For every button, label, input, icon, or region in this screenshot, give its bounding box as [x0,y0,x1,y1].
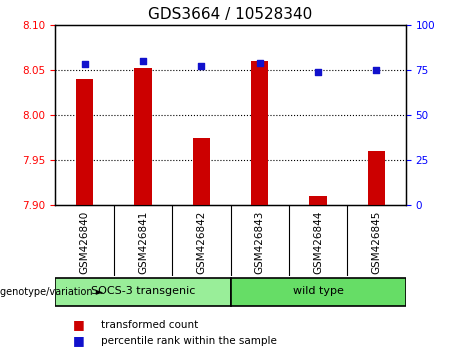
Text: GSM426844: GSM426844 [313,211,323,274]
Text: GSM426840: GSM426840 [79,211,89,274]
Bar [251,61,268,205]
Bar [134,68,152,205]
Text: percentile rank within the sample: percentile rank within the sample [101,336,277,346]
Text: ■: ■ [73,319,84,331]
Bar [368,151,385,205]
Title: GDS3664 / 10528340: GDS3664 / 10528340 [148,7,313,22]
Bar [76,79,93,205]
Bar [309,196,327,205]
Point [373,67,380,73]
Point [81,62,88,67]
Bar [193,138,210,205]
Text: ■: ■ [73,334,84,347]
Text: SOCS-3 transgenic: SOCS-3 transgenic [91,286,195,296]
Point [139,58,147,64]
Text: GSM426842: GSM426842 [196,211,207,274]
Point [256,60,263,65]
FancyBboxPatch shape [55,278,230,306]
Text: GSM426841: GSM426841 [138,211,148,274]
Point [198,63,205,69]
Point [314,69,322,75]
Text: genotype/variation ►: genotype/variation ► [0,287,103,297]
FancyBboxPatch shape [230,278,406,306]
Text: GSM426845: GSM426845 [372,211,382,274]
Text: GSM426843: GSM426843 [254,211,265,274]
Text: transformed count: transformed count [101,320,198,330]
Text: wild type: wild type [293,286,343,296]
